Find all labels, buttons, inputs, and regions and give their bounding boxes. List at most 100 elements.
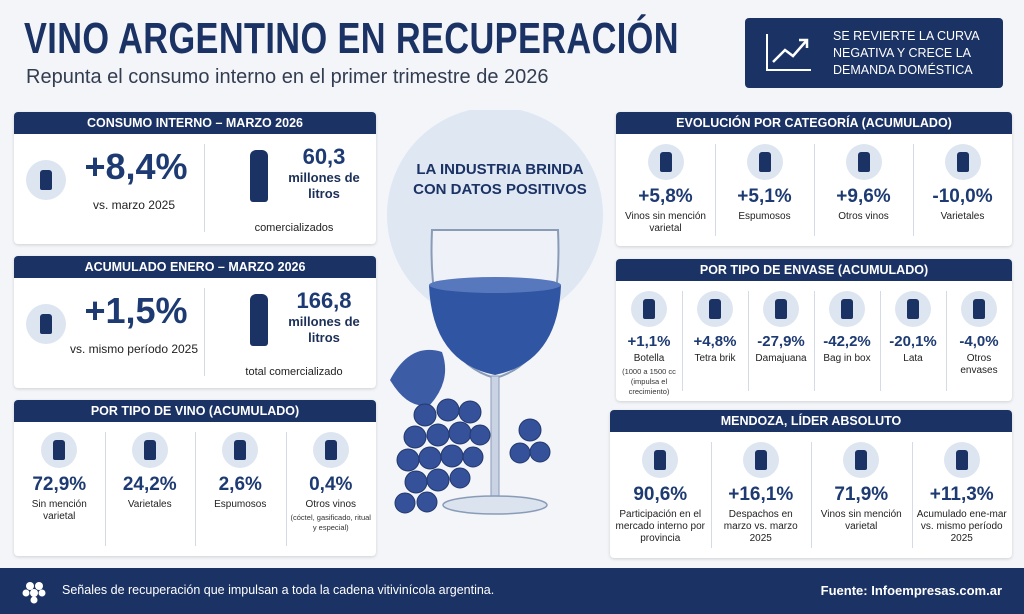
badge: SE REVIERTE LA CURVA NEGATIVA Y CRECE LA… — [745, 18, 1003, 88]
divider — [946, 291, 947, 391]
icon-glyph — [40, 314, 52, 334]
panel: EVOLUCIÓN POR CATEGORÍA (ACUMULADO) +5,8%… — [616, 112, 1012, 246]
stat-cell: -27,9% Damajuana — [748, 285, 814, 399]
stat-label: total comercializado — [245, 366, 343, 378]
stat-value: +1,5% — [84, 290, 188, 331]
stat-label: Espumosos — [214, 499, 267, 510]
panel-title: CONSUMO INTERNO – MARZO 2026 — [14, 112, 376, 134]
icon — [647, 144, 684, 180]
stat-value: 24,2% — [122, 474, 177, 495]
stat-label: Acumulado ene-mar vs. mismo período 2025 — [916, 509, 1007, 544]
stat-note: (cóctel, gasificado, ritual y especial) — [290, 513, 371, 532]
icon-glyph — [907, 299, 919, 319]
icon-glyph — [324, 440, 337, 460]
icon — [943, 442, 980, 478]
stat-unit: millones de litros — [288, 170, 360, 201]
stat-label: vs. mismo período 2025 — [69, 342, 199, 356]
stat-label: Tetra brik — [694, 353, 736, 364]
panel: MENDOZA, LÍDER ABSOLUTO 90,6% Participació… — [610, 410, 1012, 558]
icon — [746, 144, 783, 180]
panel: ACUMULADO ENERO – MARZO 2026 +1,5% vs. mis… — [14, 256, 376, 388]
subtitle: Repunta el consumo interno en el primer … — [26, 66, 549, 88]
footer-text: Señales de recuperación que impulsan a t… — [62, 583, 495, 597]
stat-cell: +5,1% Espumosos — [715, 138, 814, 244]
stat-label: Varietales — [127, 499, 172, 510]
divider — [814, 144, 815, 236]
stat-value: +1,1% — [627, 333, 671, 350]
stat-cell: -4,0% Otros envases — [946, 285, 1012, 399]
icon — [742, 442, 779, 478]
stat-value: 71,9% — [834, 484, 889, 505]
icon — [895, 291, 931, 327]
stat-label: Otros envases — [960, 353, 998, 376]
stat-label: Otros vinos — [838, 211, 889, 222]
icon-glyph — [973, 299, 985, 319]
divider — [814, 291, 815, 391]
stat-cell: 90,6% Participación en el mercado interno… — [610, 436, 711, 556]
footer: Señales de recuperación que impulsan a t… — [0, 568, 1024, 614]
icon-glyph — [654, 450, 667, 470]
icon — [131, 432, 168, 468]
stat-value: -42,2% — [823, 333, 871, 350]
stat-value: +4,8% — [693, 333, 737, 350]
icon — [26, 160, 66, 200]
bottle-icon — [250, 294, 268, 346]
center-text: LA INDUSTRIA BRINDA CON DATOS POSITIVOS — [413, 161, 587, 198]
stat-label: vs. marzo 2025 — [92, 198, 176, 212]
stat-value: -20,1% — [889, 333, 937, 350]
stat-label: Bag in box — [823, 353, 871, 364]
stat-cell: -42,2% Bag in box — [814, 285, 880, 399]
stat-cell: 0,4% Otros vinos (cóctel, gasificado, ritu… — [286, 426, 377, 554]
icon — [843, 442, 880, 478]
stat-cell: +11,3% Acumulado ene-mar vs. mismo períod… — [912, 436, 1013, 556]
stat-label: Damajuana — [755, 353, 807, 364]
icon — [944, 144, 981, 180]
stat-value: -4,0% — [959, 333, 999, 350]
divider — [880, 291, 881, 391]
panel: CONSUMO INTERNO – MARZO 2026 +8,4% vs. mar… — [14, 112, 376, 244]
stat-value: +5,1% — [737, 186, 792, 207]
stat-value: +9,6% — [836, 186, 891, 207]
stat-cell: +5,8% Vinos sin mención varietal — [616, 138, 715, 244]
stat-value: 90,6% — [633, 484, 688, 505]
stat-value: -27,9% — [757, 333, 805, 350]
icon-glyph — [857, 152, 870, 172]
icon — [697, 291, 733, 327]
panel-title: POR TIPO DE ENVASE (ACUMULADO) — [616, 259, 1012, 281]
icon-glyph — [775, 299, 787, 319]
stat-value: +5,8% — [638, 186, 693, 207]
divider — [710, 442, 712, 548]
divider — [748, 291, 749, 391]
bottle-icon — [250, 150, 268, 202]
stat-label: Vinos sin mención varietal — [820, 509, 902, 532]
stat-cell: 24,2% Varietales — [105, 426, 196, 554]
stat-cell: 72,9% Sin mención varietal — [14, 426, 105, 554]
stat-value: -10,0% — [932, 186, 993, 207]
icon-glyph — [758, 152, 771, 172]
icon-glyph — [855, 450, 868, 470]
divider — [911, 442, 913, 548]
title: VINO ARGENTINO EN RECUPERACIÓN — [24, 14, 679, 63]
badge-text: SE REVIERTE LA CURVA NEGATIVA Y CRECE LA… — [833, 29, 979, 77]
stat-label: Otros vinos — [305, 499, 357, 510]
icon — [961, 291, 997, 327]
stat-value: 0,4% — [309, 474, 353, 495]
stat-label: Espumosos — [738, 211, 791, 222]
divider — [285, 432, 287, 546]
stat-label: comercializados — [254, 222, 334, 234]
stat-label: Vinos sin mención varietal — [625, 211, 706, 234]
divider — [682, 291, 683, 391]
icon — [845, 144, 882, 180]
icon-glyph — [956, 152, 969, 172]
icon-glyph — [709, 299, 721, 319]
divider — [104, 432, 106, 546]
divider — [715, 144, 716, 236]
divider — [913, 144, 914, 236]
icon — [642, 442, 679, 478]
panel: POR TIPO DE VINO (ACUMULADO) 72,9% Sin men… — [14, 400, 376, 556]
stat-label: Lata — [903, 353, 923, 364]
grape-icon — [22, 582, 46, 604]
icon-glyph — [643, 299, 655, 319]
